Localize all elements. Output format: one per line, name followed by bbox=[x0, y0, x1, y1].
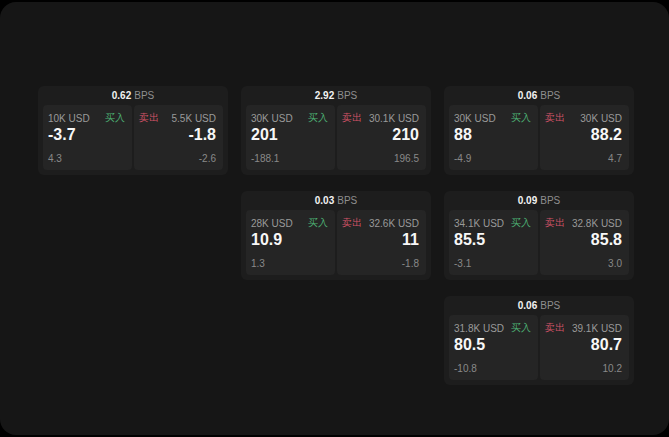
buy-amount: 30K USD bbox=[454, 113, 496, 124]
sell-amount: 32.6K USD bbox=[369, 218, 419, 229]
buy-amount: 10K USD bbox=[48, 113, 90, 124]
buy-price: 201 bbox=[251, 126, 328, 144]
quote-card: 0.06BPS 31.8K USD 买入80.5 -10.8 卖出 39.1K USD 80… bbox=[444, 296, 634, 385]
quote-body: 28K USD 买入10.9 1.3 卖出 32.6K USD 11 -1.8 bbox=[241, 210, 431, 280]
buy-price: 88 bbox=[454, 126, 531, 144]
buy-amount: 34.1K USD bbox=[454, 218, 504, 229]
spread-header: 0.62BPS bbox=[38, 86, 228, 105]
buy-quote-tile[interactable]: 30K USD 买入201 -188.1 bbox=[246, 105, 335, 170]
buy-delta: 4.3 bbox=[48, 153, 125, 164]
sell-price: 80.7 bbox=[545, 336, 622, 354]
quote-card: 2.92BPS 30K USD 买入201 -188.1 卖出 30.1K USD 210 1… bbox=[241, 86, 431, 175]
spread-value: 0.09 bbox=[518, 195, 537, 206]
buy-delta: -188.1 bbox=[251, 153, 328, 164]
sell-delta: -2.6 bbox=[139, 153, 216, 164]
spread-header: 0.06BPS bbox=[444, 296, 634, 315]
sell-quote-tile[interactable]: 卖出 32.6K USD 11 -1.8 bbox=[337, 210, 426, 275]
buy-label: 买入 bbox=[511, 321, 531, 335]
buy-quote-tile[interactable]: 31.8K USD 买入80.5 -10.8 bbox=[449, 315, 538, 380]
sell-amount: 5.5K USD bbox=[172, 113, 216, 124]
spread-value: 0.06 bbox=[518, 300, 537, 311]
sell-quote-tile[interactable]: 卖出 30K USD 88.2 4.7 bbox=[540, 105, 629, 170]
spread-unit: BPS bbox=[540, 90, 560, 101]
buy-label: 买入 bbox=[308, 216, 328, 230]
buy-label: 买入 bbox=[308, 111, 328, 125]
buy-price: -3.7 bbox=[48, 126, 125, 144]
sell-quote-tile[interactable]: 卖出 32.8K USD 85.8 3.0 bbox=[540, 210, 629, 275]
spread-unit: BPS bbox=[337, 195, 357, 206]
sell-quote-tile[interactable]: 卖出 39.1K USD 80.7 10.2 bbox=[540, 315, 629, 380]
sell-price: 85.8 bbox=[545, 231, 622, 249]
buy-label: 买入 bbox=[511, 111, 531, 125]
spread-unit: BPS bbox=[134, 90, 154, 101]
quote-body: 31.8K USD 买入80.5 -10.8 卖出 39.1K USD 80.7 10.2 bbox=[444, 315, 634, 385]
sell-label: 卖出 bbox=[545, 111, 565, 125]
spread-header: 2.92BPS bbox=[241, 86, 431, 105]
buy-price: 85.5 bbox=[454, 231, 531, 249]
buy-quote-tile[interactable]: 34.1K USD 买入85.5 -3.1 bbox=[449, 210, 538, 275]
sell-delta: 10.2 bbox=[545, 363, 622, 374]
quote-body: 30K USD 买入201 -188.1 卖出 30.1K USD 210 196.5 bbox=[241, 105, 431, 175]
buy-amount: 28K USD bbox=[251, 218, 293, 229]
quote-card: 0.09BPS 34.1K USD 买入85.5 -3.1 卖出 32.8K USD 85.… bbox=[444, 191, 634, 280]
quote-card-grid: 0.62BPS10K USD买入-3.74.3卖出5.5K USD-1.8-2.… bbox=[38, 86, 634, 385]
spread-value: 2.92 bbox=[315, 90, 334, 101]
buy-quote-tile[interactable]: 10K USD 买入-3.7 4.3 bbox=[43, 105, 132, 170]
quote-card: 0.62BPS 10K USD 买入-3.7 4.3 卖出 5.5K USD -1.8 -2.… bbox=[38, 86, 228, 175]
app-panel: 0.62BPS10K USD买入-3.74.3卖出5.5K USD-1.8-2.… bbox=[0, 2, 669, 435]
sell-delta: 196.5 bbox=[342, 153, 419, 164]
buy-quote-tile[interactable]: 28K USD 买入10.9 1.3 bbox=[246, 210, 335, 275]
sell-amount: 30K USD bbox=[580, 113, 622, 124]
buy-label: 买入 bbox=[511, 216, 531, 230]
spread-header: 0.03BPS bbox=[241, 191, 431, 210]
buy-delta: -10.8 bbox=[454, 363, 531, 374]
quote-body: 30K USD 买入88 -4.9 卖出 30K USD 88.2 4.7 bbox=[444, 105, 634, 175]
buy-label: 买入 bbox=[105, 111, 125, 125]
quote-body: 34.1K USD 买入85.5 -3.1 卖出 32.8K USD 85.8 3.0 bbox=[444, 210, 634, 280]
sell-delta: 4.7 bbox=[545, 153, 622, 164]
buy-quote-tile[interactable]: 30K USD 买入88 -4.9 bbox=[449, 105, 538, 170]
sell-label: 卖出 bbox=[342, 216, 362, 230]
sell-amount: 39.1K USD bbox=[572, 323, 622, 334]
sell-quote-tile[interactable]: 卖出 30.1K USD 210 196.5 bbox=[337, 105, 426, 170]
sell-label: 卖出 bbox=[545, 321, 565, 335]
spread-unit: BPS bbox=[540, 300, 560, 311]
quote-card: 0.03BPS 28K USD 买入10.9 1.3 卖出 32.6K USD 11 -1.8 bbox=[241, 191, 431, 280]
buy-delta: -4.9 bbox=[454, 153, 531, 164]
sell-label: 卖出 bbox=[139, 111, 159, 125]
buy-delta: 1.3 bbox=[251, 258, 328, 269]
spread-header: 0.09BPS bbox=[444, 191, 634, 210]
sell-price: -1.8 bbox=[139, 126, 216, 144]
buy-delta: -3.1 bbox=[454, 258, 531, 269]
sell-price: 11 bbox=[342, 231, 419, 249]
quote-card: 0.06BPS 30K USD 买入88 -4.9 卖出 30K USD 88.2 4.7 bbox=[444, 86, 634, 175]
spread-value: 0.06 bbox=[518, 90, 537, 101]
spread-unit: BPS bbox=[540, 195, 560, 206]
sell-label: 卖出 bbox=[342, 111, 362, 125]
sell-amount: 30.1K USD bbox=[369, 113, 419, 124]
quote-body: 10K USD 买入-3.7 4.3 卖出 5.5K USD -1.8 -2.6 bbox=[38, 105, 228, 175]
sell-quote-tile[interactable]: 卖出 5.5K USD -1.8 -2.6 bbox=[134, 105, 223, 170]
spread-value: 0.03 bbox=[315, 195, 334, 206]
spread-header: 0.06BPS bbox=[444, 86, 634, 105]
spread-value: 0.62 bbox=[112, 90, 131, 101]
sell-delta: 3.0 bbox=[545, 258, 622, 269]
buy-amount: 30K USD bbox=[251, 113, 293, 124]
sell-price: 210 bbox=[342, 126, 419, 144]
sell-price: 88.2 bbox=[545, 126, 622, 144]
spread-unit: BPS bbox=[337, 90, 357, 101]
sell-label: 卖出 bbox=[545, 216, 565, 230]
sell-amount: 32.8K USD bbox=[572, 218, 622, 229]
buy-price: 80.5 bbox=[454, 336, 531, 354]
buy-price: 10.9 bbox=[251, 231, 328, 249]
buy-amount: 31.8K USD bbox=[454, 323, 504, 334]
sell-delta: -1.8 bbox=[342, 258, 419, 269]
